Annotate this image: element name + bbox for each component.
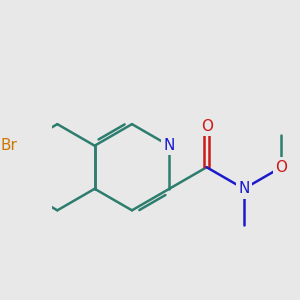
Text: N: N [238, 181, 250, 196]
Text: O: O [201, 119, 213, 134]
Text: N: N [164, 138, 175, 153]
Text: O: O [275, 160, 287, 175]
Text: Br: Br [1, 138, 18, 153]
